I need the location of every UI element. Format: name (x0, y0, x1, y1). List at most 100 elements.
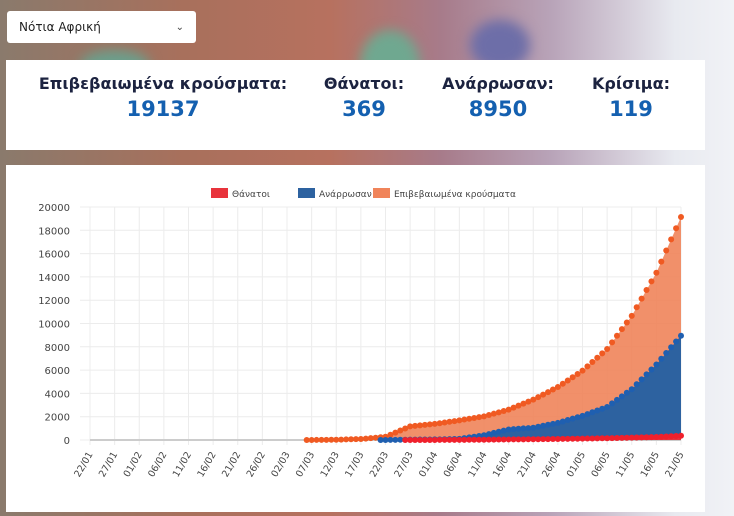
stat-value: 19137 (126, 97, 200, 121)
x-tick-label: 06/02 (146, 450, 169, 479)
data-point (589, 409, 596, 416)
data-point (510, 404, 517, 411)
data-point (589, 435, 596, 442)
data-point (461, 436, 468, 443)
data-point (500, 436, 507, 443)
data-point (500, 427, 507, 434)
data-point (638, 295, 645, 302)
data-point (579, 412, 586, 419)
data-point (303, 436, 310, 443)
data-point (628, 312, 635, 319)
data-point (653, 361, 660, 368)
x-tick-label: 22/03 (368, 450, 391, 479)
data-point (451, 436, 458, 443)
data-point (505, 426, 512, 433)
data-point (338, 436, 345, 443)
stat-recovered: Ανάρρωσαν: 8950 (442, 74, 554, 121)
data-point (584, 411, 591, 418)
data-point (476, 436, 483, 443)
data-point (441, 436, 448, 443)
data-point (564, 435, 571, 442)
data-point (668, 344, 675, 351)
data-point (362, 435, 369, 442)
data-point (540, 422, 547, 429)
data-point (500, 407, 507, 414)
data-point (668, 236, 675, 243)
stat-label: Ανάρρωσαν: (442, 74, 554, 93)
stat-critical: Κρίσιμα: 119 (592, 74, 670, 121)
data-point (658, 433, 665, 440)
data-point (609, 435, 616, 442)
data-point (520, 425, 527, 432)
data-point (564, 377, 571, 384)
data-point (663, 350, 670, 357)
data-point (426, 421, 433, 428)
data-point (648, 434, 655, 441)
x-tick-label: 26/04 (540, 450, 563, 479)
data-point (609, 339, 616, 346)
data-point (609, 400, 616, 407)
data-point (412, 422, 419, 429)
data-point (594, 354, 601, 361)
data-point (549, 386, 556, 393)
data-point (604, 403, 611, 410)
data-point (416, 422, 423, 429)
x-tick-label: 27/03 (393, 450, 416, 479)
data-point (545, 436, 552, 443)
data-point (549, 436, 556, 443)
data-point (402, 425, 409, 432)
data-point (599, 405, 606, 412)
data-point (623, 434, 630, 441)
data-point (569, 435, 576, 442)
stat-label: Θάνατοι: (323, 74, 405, 93)
data-point (530, 424, 537, 431)
country-select[interactable]: Νότια Αφρική ⌄ (7, 11, 196, 43)
x-tick-label: 21/05 (663, 450, 686, 479)
data-point (407, 436, 414, 443)
data-point (416, 436, 423, 443)
stat-value: 8950 (468, 97, 528, 121)
x-tick-label: 17/03 (343, 450, 366, 479)
data-point (633, 434, 640, 441)
data-point (485, 431, 492, 438)
x-tick-label: 21/04 (516, 450, 539, 479)
data-point (471, 436, 478, 443)
data-point (663, 433, 670, 440)
data-point (520, 436, 527, 443)
data-point (466, 415, 473, 422)
data-point (638, 376, 645, 383)
stat-label: Κρίσιμα: (592, 74, 670, 93)
stat-value: 369 (342, 97, 386, 121)
data-point (421, 436, 428, 443)
data-point (505, 436, 512, 443)
data-point (421, 421, 428, 428)
data-point (313, 436, 320, 443)
data-point (525, 436, 532, 443)
y-tick-label: 18000 (38, 226, 70, 237)
data-point (574, 370, 581, 377)
data-point (574, 414, 581, 421)
x-tick-label: 16/04 (491, 450, 514, 479)
x-tick-label: 07/03 (294, 450, 317, 479)
data-point (618, 434, 625, 441)
x-tick-label: 11/04 (466, 450, 489, 479)
data-point (673, 338, 680, 345)
data-point (530, 396, 537, 403)
data-point (348, 436, 355, 443)
data-point (490, 410, 497, 417)
data-point (643, 371, 650, 378)
data-point (613, 434, 620, 441)
y-tick-label: 4000 (45, 389, 70, 400)
data-point (613, 396, 620, 403)
data-point (569, 374, 576, 381)
data-point (372, 434, 379, 441)
data-point (495, 428, 502, 435)
data-point (584, 363, 591, 370)
data-point (451, 418, 458, 425)
data-point (623, 389, 630, 396)
data-point (515, 402, 522, 409)
data-point (535, 394, 542, 401)
x-tick-label: 11/05 (614, 450, 637, 479)
chart-card: 0 2000 4000 6000 8000 10000 12000 14000 16000 180… (6, 165, 705, 512)
x-tick-label: 01/05 (565, 450, 588, 479)
